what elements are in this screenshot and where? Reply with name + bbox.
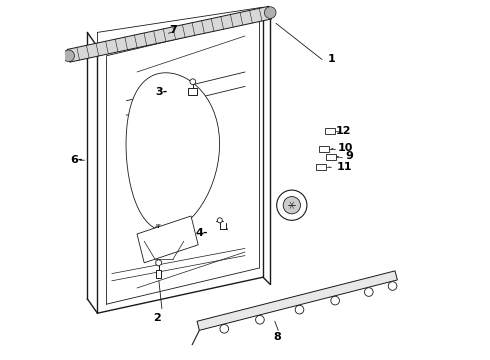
Text: 3-: 3-	[155, 87, 168, 97]
Circle shape	[63, 50, 74, 62]
Text: 4-: 4-	[195, 228, 208, 238]
Text: 11: 11	[337, 162, 352, 172]
Text: 6-: 6-	[71, 155, 83, 165]
Text: 9: 9	[345, 150, 353, 161]
Circle shape	[388, 282, 397, 290]
Bar	[156, 270, 161, 278]
Bar	[324, 129, 335, 134]
Bar	[188, 88, 197, 95]
Polygon shape	[67, 6, 271, 62]
Text: 1: 1	[328, 54, 336, 64]
Polygon shape	[156, 260, 161, 266]
Circle shape	[220, 324, 229, 333]
Bar	[326, 154, 337, 159]
Polygon shape	[197, 271, 397, 330]
Text: AF: AF	[155, 224, 162, 229]
Polygon shape	[126, 73, 220, 231]
Circle shape	[265, 7, 276, 18]
Circle shape	[283, 197, 300, 214]
Text: 10: 10	[338, 143, 353, 153]
Polygon shape	[137, 216, 198, 263]
Bar	[319, 147, 329, 152]
Circle shape	[256, 315, 264, 324]
Text: 2: 2	[153, 312, 161, 323]
Circle shape	[217, 218, 222, 223]
Circle shape	[277, 190, 307, 220]
Text: 8: 8	[273, 332, 281, 342]
Circle shape	[331, 296, 340, 305]
Circle shape	[190, 79, 196, 85]
Text: 7: 7	[169, 25, 177, 35]
Text: 12: 12	[336, 126, 351, 136]
Circle shape	[295, 305, 304, 314]
Circle shape	[365, 288, 373, 296]
Text: 5-: 5-	[278, 207, 290, 217]
Bar	[316, 165, 326, 170]
